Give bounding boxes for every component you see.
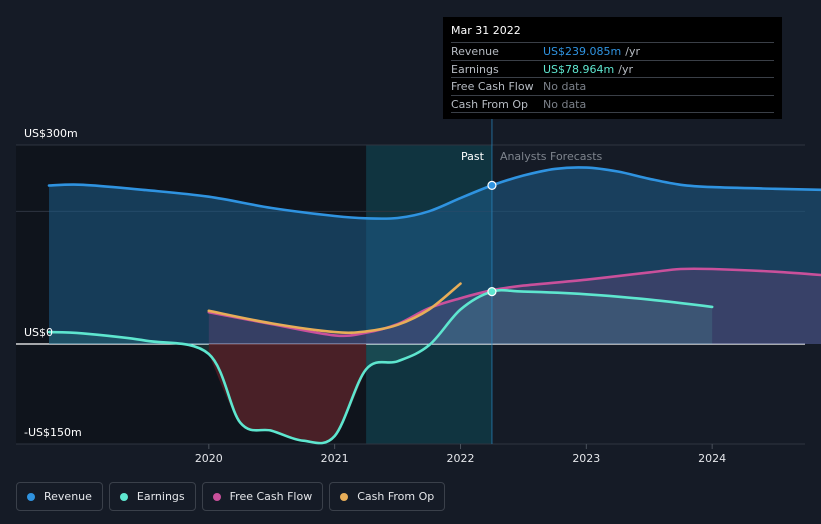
tooltip-row-cash-from-op: Cash From Op No data — [451, 96, 774, 113]
past-label: Past — [461, 150, 485, 163]
legend-item-earnings[interactable]: Earnings — [108, 482, 196, 511]
tooltip-label: Earnings — [451, 62, 499, 76]
earnings-marker — [487, 286, 497, 297]
earnings-negative-area — [208, 344, 367, 444]
tooltip-date: Mar 31 2022 — [451, 23, 774, 43]
free-cash-flow-area — [208, 268, 821, 344]
x-tick-label: 2024 — [698, 452, 726, 465]
legend-dot-icon — [212, 492, 221, 501]
revenue-area — [49, 167, 821, 344]
tooltip-label: Cash From Op — [451, 97, 529, 111]
tooltip-value: US$239.085m — [543, 45, 622, 58]
legend-item-revenue[interactable]: Revenue — [16, 482, 103, 511]
x-tick-label: 2021 — [321, 452, 349, 465]
legend-dot-icon — [340, 492, 349, 501]
legend-dot-icon — [27, 492, 35, 501]
tooltip-value: No data — [543, 97, 587, 111]
revenue-marker — [487, 180, 497, 190]
revenue-line — [47, 166, 821, 220]
earnings-line — [47, 288, 714, 445]
tooltip: Mar 31 2022 Revenue US$239.085m /yr Earn… — [443, 17, 782, 119]
tooltip-unit: /yr — [618, 62, 633, 76]
forecast-label: Analysts Forecasts — [500, 150, 603, 163]
y-axis-label: US$0 — [24, 326, 53, 339]
legend: Revenue Earnings Free Cash Flow Cash Fro… — [16, 482, 446, 511]
tooltip-row-revenue: Revenue US$239.085m /yr — [451, 43, 774, 61]
tooltip-value: No data — [543, 80, 587, 93]
cash-from-op-line — [207, 282, 462, 335]
tooltip-row-earnings: Earnings US$78.964m /yr — [451, 61, 774, 78]
legend-label: Cash From Op — [357, 490, 435, 503]
y-axis-label: -US$150m — [24, 426, 82, 439]
x-tick-label: 2020 — [195, 452, 223, 465]
tooltip-value: US$78.964m — [543, 62, 615, 76]
x-tick-label: 2022 — [446, 452, 474, 465]
legend-label: Revenue — [44, 490, 92, 503]
legend-dot-icon — [119, 492, 128, 501]
legend-item-cash-from-op[interactable]: Cash From Op — [329, 482, 446, 511]
y-axis-label: US$300m — [24, 127, 78, 140]
x-tick-label: 2023 — [572, 452, 600, 465]
tooltip-unit: /yr — [625, 45, 640, 58]
tooltip-label: Free Cash Flow — [451, 80, 534, 93]
legend-label: Earnings — [136, 490, 185, 503]
earnings-area — [49, 290, 713, 444]
legend-label: Free Cash Flow — [229, 490, 313, 503]
tooltip-label: Revenue — [451, 45, 499, 58]
legend-item-free-cash-flow[interactable]: Free Cash Flow — [201, 482, 324, 511]
tooltip-row-free-cash-flow: Free Cash Flow No data — [451, 78, 774, 96]
